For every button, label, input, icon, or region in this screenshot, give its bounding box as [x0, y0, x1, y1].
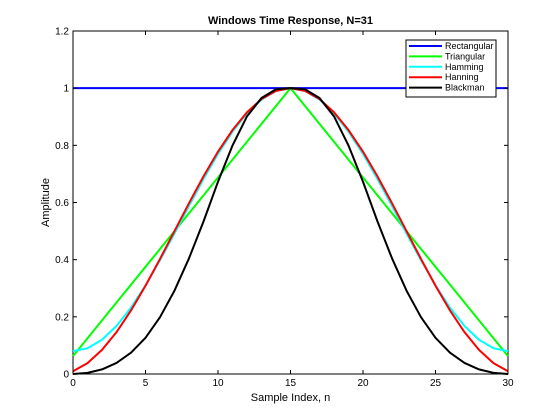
- y-tick-label: 0.6: [55, 198, 69, 209]
- x-tick-label: 15: [285, 378, 297, 389]
- legend-label-hamming: Hamming: [445, 62, 484, 72]
- y-tick-label: 0.8: [55, 141, 69, 152]
- chart-title: Windows Time Response, N=31: [208, 15, 373, 27]
- y-tick-label: 0.2: [55, 312, 69, 323]
- legend-label-rectangular: Rectangular: [445, 41, 494, 51]
- x-tick-label: 30: [502, 378, 514, 389]
- legend-label-triangular: Triangular: [445, 51, 485, 61]
- x-tick-label: 20: [357, 378, 369, 389]
- x-tick-label: 10: [212, 378, 224, 389]
- y-tick-label: 1.2: [55, 27, 69, 38]
- x-tick-label: 25: [430, 378, 442, 389]
- x-tick-label: 5: [143, 378, 149, 389]
- axes-layer: 0 5 10 15 20 25 30 0 0.2 0.4 0.6 0.8 1 1.2: [55, 27, 514, 390]
- series-line-blackman: [72, 87, 509, 375]
- y-tick-label: 0: [63, 370, 69, 381]
- x-axis-label: Sample Index, n: [251, 392, 331, 404]
- series-layer: [72, 87, 509, 375]
- legend-label-blackman: Blackman: [445, 83, 485, 93]
- x-tick-label: 0: [70, 378, 76, 389]
- y-tick-label: 1: [63, 84, 69, 95]
- y-tick-label: 0.4: [55, 255, 69, 266]
- y-axis-label: Amplitude: [40, 178, 52, 227]
- legend: RectangularTriangularHammingHanningBlack…: [405, 39, 497, 98]
- legend-label-hanning: Hanning: [445, 72, 479, 82]
